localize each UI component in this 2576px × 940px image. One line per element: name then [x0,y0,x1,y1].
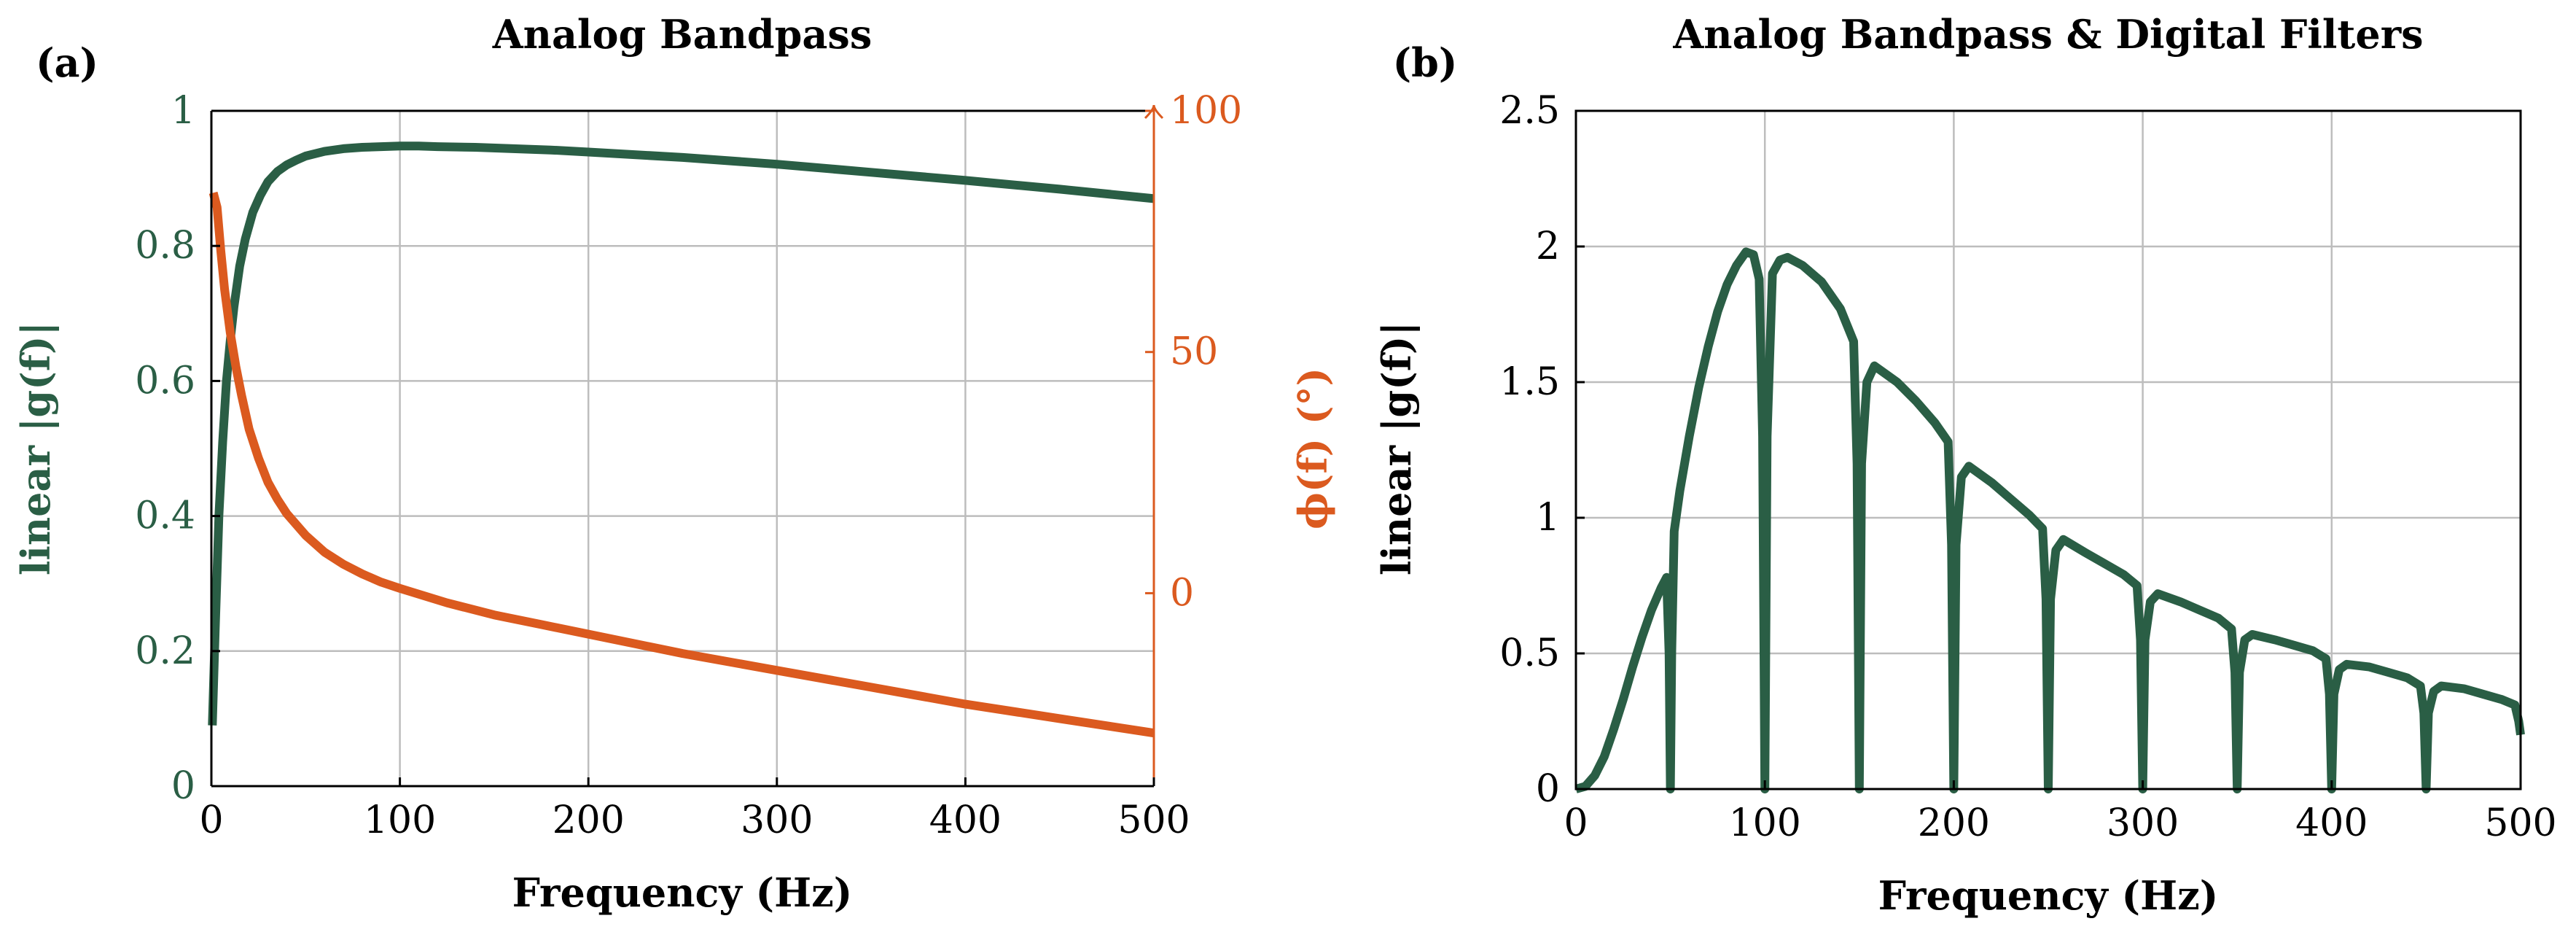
y-tick-label: 1.5 [1499,360,1560,404]
x-tick-label: 100 [1729,801,1801,845]
x-tick-label: 500 [1117,799,1190,842]
series-line-magnitude [208,141,1155,726]
y-right-tick-labels: 0 50 100 [1145,89,1242,615]
y-tick-label: 0.6 [135,359,195,403]
y-right-axis-label: ϕ(f) (°) [1289,368,1336,529]
y-axis-label: linear |g(f)| [1373,322,1421,575]
y-tick-labels: 0 0.2 0.4 0.6 0.8 1 [135,89,220,808]
y-tick-label: 0.4 [135,494,195,538]
x-tick-labels: 0 100 200 300 400 500 [1564,780,2557,845]
x-tick-label: 400 [929,799,1002,842]
panel-label: (a) [36,39,98,86]
x-tick-label: 500 [2484,801,2556,845]
right-axis-arrow-icon [1144,104,1164,120]
grid-lines [211,111,1154,786]
x-tick-labels: 0 100 200 300 400 500 [199,777,1190,842]
y-tick-label: 0.8 [135,224,195,268]
y-tick-label: 0.2 [135,629,195,673]
chart-title: Analog Bandpass [492,11,872,58]
panel-a: 0 100 200 300 400 500 0 0.2 0.4 0.6 0.8 1 0 50 100 Anal… [12,11,1336,916]
y-tick-label: 0 [1536,767,1560,811]
y-right-tick-label: 0 [1170,571,1194,615]
y-tick-label: 0 [171,764,195,808]
y-tick-label: 0.5 [1499,632,1560,675]
x-tick-label: 200 [1918,801,1990,845]
x-tick-label: 0 [199,799,223,842]
plot-frame [1574,109,2522,791]
x-tick-label: 0 [1564,801,1588,845]
x-tick-label: 400 [2295,801,2368,845]
series-line-combined-response [1574,247,2525,793]
y-tick-labels: 0 0.5 1 1.5 2 2.5 [1499,89,1585,811]
panel-label: (b) [1393,39,1458,86]
y-tick-label: 1 [1536,496,1560,540]
x-tick-label: 300 [2107,801,2179,845]
chart-title: Analog Bandpass & Digital Filters [1672,11,2423,58]
y-axis-label: linear |g(f)| [12,322,60,575]
panel-b: 0 100 200 300 400 500 0 0.5 1 1.5 2 2.5 Analog Bandp… [1373,11,2557,919]
x-axis-label: Frequency (Hz) [512,869,853,916]
y-right-tick-label: 50 [1170,330,1218,374]
x-tick-label: 200 [553,799,625,842]
y-tick-label: 1 [171,89,195,133]
y-right-tick-label: 100 [1170,89,1242,133]
y-tick-label: 2.5 [1499,89,1560,133]
x-tick-label: 100 [364,799,436,842]
x-tick-label: 300 [741,799,813,842]
x-axis-label: Frequency (Hz) [1878,872,2219,919]
y-tick-label: 2 [1536,225,1560,268]
series-line-phase [208,191,1155,738]
